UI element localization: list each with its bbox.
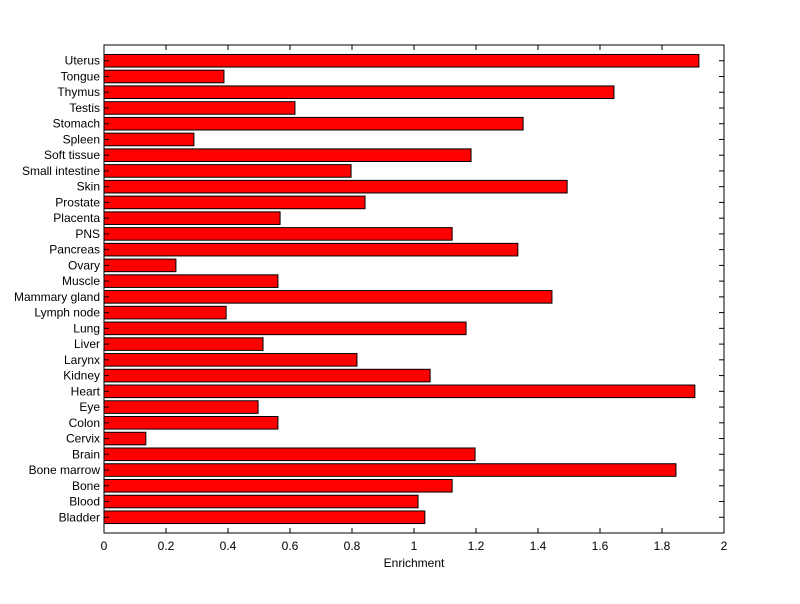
ticks: [103, 45, 725, 533]
x-tick-label: 2: [721, 539, 728, 553]
bar-soft-tissue: [103, 148, 472, 162]
y-tick-label: Pancreas: [49, 243, 100, 257]
y-tick-label: Ovary: [68, 258, 100, 272]
y-tick-label: Thymus: [57, 85, 100, 99]
bar-kidney: [103, 368, 431, 383]
bar-pns: [103, 227, 453, 241]
y-tick-label: Bone: [72, 479, 100, 493]
y-tick-label: Bone marrow: [29, 463, 101, 477]
bar-brain: [103, 447, 476, 462]
y-tick-label: Prostate: [55, 195, 100, 209]
bar-prostate: [103, 195, 366, 210]
bar-muscle: [103, 274, 279, 288]
y-tick-label: Larynx: [64, 353, 100, 367]
y-tick-label: Stomach: [53, 117, 100, 131]
bar-tongue: [103, 69, 225, 84]
bar-testis: [103, 101, 296, 115]
y-tick-label: Testis: [69, 101, 100, 115]
y-tick-label: Lung: [73, 321, 100, 335]
bar-heart: [103, 384, 696, 399]
x-tick-label: 1.4: [530, 539, 547, 553]
bar-small-intestine: [103, 164, 352, 178]
x-tick-label: 1: [411, 539, 418, 553]
bar-skin: [103, 179, 568, 194]
x-tick-label: 0.4: [220, 539, 237, 553]
y-tick-label: Eye: [79, 400, 100, 414]
bar-liver: [103, 337, 264, 351]
x-axis-label: Enrichment: [384, 556, 445, 570]
y-tick-label: Heart: [71, 384, 101, 398]
x-tick-label: 1.6: [592, 539, 609, 553]
y-tick-label: PNS: [75, 227, 100, 241]
bar-larynx: [103, 353, 358, 367]
x-tick-label: 0.6: [282, 539, 299, 553]
bar-pancreas: [103, 242, 519, 257]
y-tick-label: Small intestine: [22, 164, 100, 178]
bar-bladder: [103, 510, 426, 525]
y-tick-label: Lymph node: [34, 306, 100, 320]
y-tick-label: Kidney: [63, 369, 100, 383]
y-tick-label: Placenta: [53, 211, 100, 225]
bar-eye: [103, 400, 259, 414]
x-tick-label: 1.8: [654, 539, 671, 553]
y-tick-label: Brain: [72, 447, 100, 461]
bar-ovary: [103, 258, 177, 273]
bar-placenta: [103, 211, 281, 225]
bar-blood: [103, 494, 419, 509]
x-tick-label: 0.2: [158, 539, 175, 553]
y-tick-label: Soft tissue: [44, 148, 100, 162]
y-tick-label: Muscle: [62, 274, 100, 288]
bar-mammary-gland: [103, 290, 553, 304]
y-tick-label: Blood: [69, 495, 100, 509]
bar-thymus: [103, 85, 615, 100]
x-tick-label: 0.8: [344, 539, 361, 553]
y-tick-label: Colon: [69, 416, 100, 430]
y-tick-label: Cervix: [66, 432, 100, 446]
bar-bone: [103, 478, 453, 493]
bar-lymph-node: [103, 305, 227, 320]
x-tick-label: 0: [101, 539, 108, 553]
y-tick-label: Uterus: [65, 54, 100, 68]
y-tick-label: Bladder: [59, 510, 100, 524]
bar-spleen: [103, 132, 195, 147]
y-tick-label: Tongue: [61, 69, 101, 83]
bar-uterus: [103, 53, 700, 68]
bar-lung: [103, 321, 467, 336]
bar-colon: [103, 416, 279, 430]
bar-bone-marrow: [103, 463, 677, 477]
y-tick-label: Skin: [77, 180, 100, 194]
y-tick-label: Spleen: [63, 132, 100, 146]
x-tick-label: 1.2: [468, 539, 485, 553]
y-tick-label: Mammary gland: [14, 290, 100, 304]
bars: [103, 53, 700, 525]
y-tick-label: Liver: [74, 337, 100, 351]
bar-cervix: [103, 431, 147, 446]
bar-stomach: [103, 116, 524, 131]
